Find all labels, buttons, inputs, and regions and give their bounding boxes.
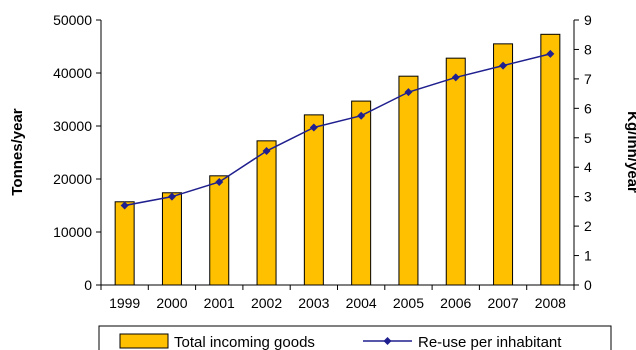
legend: Total incoming goods Re-use per inhabita… bbox=[98, 325, 612, 350]
bar-2005 bbox=[398, 75, 419, 286]
point-2000 bbox=[167, 192, 176, 201]
point-2007 bbox=[499, 61, 508, 70]
x-tick-label-1999: 1999 bbox=[109, 295, 140, 311]
legend-label-total-incoming-goods: Total incoming goods bbox=[174, 334, 315, 350]
bar-2001 bbox=[209, 175, 230, 286]
point-2006 bbox=[451, 73, 460, 82]
y-tick-right-label: 5 bbox=[584, 130, 592, 146]
legend-box bbox=[98, 325, 612, 350]
bar-2000 bbox=[161, 192, 182, 286]
point-2008 bbox=[546, 49, 555, 58]
point-1999 bbox=[120, 201, 129, 210]
y-axis-title-right: Kg/inh/year bbox=[624, 111, 636, 193]
legend-swatch-marker bbox=[383, 337, 392, 345]
x-tick-label-2007: 2007 bbox=[487, 295, 518, 311]
legend-swatch-bar bbox=[119, 333, 169, 349]
y-tick-left-label: 0 bbox=[84, 277, 92, 293]
x-tick-label-2002: 2002 bbox=[251, 295, 282, 311]
bar-2003 bbox=[303, 114, 324, 286]
y-tick-left-label: 40000 bbox=[53, 65, 92, 81]
bar-1999 bbox=[114, 201, 135, 286]
bar-2004 bbox=[351, 100, 372, 286]
x-tick-label-2008: 2008 bbox=[535, 295, 566, 311]
y-tick-right-label: 6 bbox=[584, 100, 592, 116]
point-2004 bbox=[357, 111, 366, 120]
x-tick-label-2006: 2006 bbox=[440, 295, 471, 311]
y-tick-left-label: 30000 bbox=[53, 118, 92, 134]
y-tick-right-label: 9 bbox=[584, 12, 592, 28]
y-tick-right-label: 3 bbox=[584, 189, 592, 205]
x-tick-label-2001: 2001 bbox=[204, 295, 235, 311]
point-2005 bbox=[404, 88, 413, 97]
point-2002 bbox=[262, 147, 271, 156]
bar-2008 bbox=[540, 33, 561, 286]
y-axis-title-left: Tonnes/year bbox=[9, 108, 26, 195]
x-tick-label-2000: 2000 bbox=[156, 295, 187, 311]
point-2003 bbox=[309, 123, 318, 132]
legend-label-re-use-per-inhabitant: Re-use per inhabitant bbox=[418, 334, 562, 350]
x-tick-label-2003: 2003 bbox=[298, 295, 329, 311]
x-tick-label-2005: 2005 bbox=[393, 295, 424, 311]
y-tick-right-label: 7 bbox=[584, 71, 592, 87]
y-tick-right-label: 8 bbox=[584, 41, 592, 57]
bar-2006 bbox=[445, 57, 466, 286]
line-re-use-per-inhabitant bbox=[124, 53, 551, 207]
y-tick-right-label: 2 bbox=[584, 218, 592, 234]
y-tick-left-label: 10000 bbox=[53, 224, 92, 240]
x-tick-label-2004: 2004 bbox=[346, 295, 377, 311]
y-tick-right-label: 0 bbox=[584, 277, 592, 293]
y-tick-left-label: 50000 bbox=[53, 12, 92, 28]
y-tick-left-label: 20000 bbox=[53, 171, 92, 187]
plot-area: 0 10000 20000 30000 40000 50000 0 1 2 3 4 5 6 7 8 9 1999… bbox=[53, 12, 592, 311]
bar-2007 bbox=[493, 43, 514, 286]
bar-2002 bbox=[256, 140, 277, 286]
y-tick-right-label: 1 bbox=[584, 248, 592, 264]
point-2001 bbox=[215, 177, 224, 186]
y-tick-right-label: 4 bbox=[584, 159, 592, 175]
